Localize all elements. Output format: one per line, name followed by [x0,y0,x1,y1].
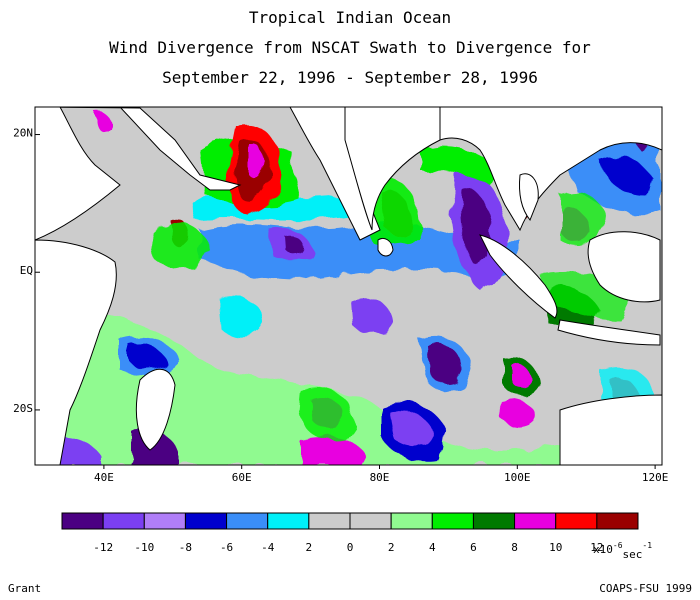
legend-label: -6 [220,541,233,554]
legend-unit-part: sec [623,548,643,561]
legend-label: -4 [261,541,275,554]
land-arabia [35,107,242,191]
legend [61,512,639,530]
legend-swatch [472,512,516,530]
field-patch [95,111,111,131]
legend-label: 2 [388,541,395,554]
x-axis: 40E 60E 80E 100E 120E [94,465,668,484]
x-tick-label: 60E [232,471,252,484]
legend-label: 12 [590,541,603,554]
y-tick-label: EQ [20,264,33,277]
field-patch [250,144,264,179]
x-tick-label: 40E [94,471,114,484]
land-india [344,107,441,231]
legend-label: 6 [470,541,477,554]
credit-left: Grant [8,582,42,595]
field-patch [220,297,265,338]
legend-swatch [514,512,557,530]
land-east-africa [35,239,117,465]
legend-unit: x10-6sec-1 [593,541,652,561]
x-tick-label: 80E [370,471,390,484]
legend-label: -8 [179,541,192,554]
x-tick-label: 100E [504,471,531,484]
legend-swatch [308,512,351,530]
legend-swatch [61,512,104,530]
field-patch [461,189,492,264]
legend-label: 8 [511,541,518,554]
y-axis: 20N EQ 20S [13,127,40,415]
map-area [35,107,662,465]
land-java [557,319,661,346]
legend-unit-part: -6 [613,541,623,550]
land [35,107,662,465]
field-patch [390,411,432,447]
legend-label: -10 [134,541,154,554]
field-patch [560,191,605,245]
field-patch [350,297,392,334]
legend-label: 0 [347,541,354,554]
legend-label: -12 [93,541,113,554]
x-tick-label: 120E [642,471,669,484]
legend-labels: -12 -10 -8 -6 -4 2 0 2 4 6 8 10 12 [93,541,603,554]
title-line-1: Tropical Indian Ocean [248,8,452,27]
legend-swatch [390,512,433,530]
land-borneo [587,231,661,303]
land-madagascar [135,368,176,451]
legend-swatch [143,512,186,530]
field-patch [40,315,660,465]
field-patch [150,222,210,269]
legend-swatch [184,512,228,530]
land-horn-of-africa [35,107,121,241]
land-sri-lanka [377,237,394,257]
credit-right: COAPS-FSU 1999 [599,582,692,595]
field-patch [512,365,533,388]
legend-unit-part: -1 [642,541,652,550]
legend-swatch [267,512,310,530]
legend-label: 10 [549,541,562,554]
field-patch [298,386,355,441]
land-malay-peninsula [519,173,539,221]
legend-swatch [102,512,145,530]
title-line-3: September 22, 1996 - September 28, 1996 [162,68,538,87]
title-line-2: Wind Divergence from NSCAT Swath to Dive… [109,38,591,57]
field-patch [285,235,303,255]
field-patch [420,146,500,185]
legend-unit-part: x10 [593,543,613,556]
divergence-field [40,111,660,465]
land-southeast-asia [439,107,662,232]
field-patch [500,398,535,427]
y-tick-label: 20N [13,127,33,140]
field-patch [428,344,462,383]
legend-swatch [596,512,639,530]
field-patch [300,436,365,465]
legend-swatch [555,512,598,530]
land-sumatra [479,234,558,319]
land-australia [559,394,662,465]
legend-label: 2 [306,541,313,554]
field-patch [130,343,165,368]
y-tick-label: 20S [13,402,33,415]
map-frame [34,106,663,466]
field-patch [600,155,650,195]
legend-swatch [431,512,474,530]
legend-swatch [226,512,269,530]
legend-swatch [349,512,392,530]
legend-label: 4 [429,541,436,554]
